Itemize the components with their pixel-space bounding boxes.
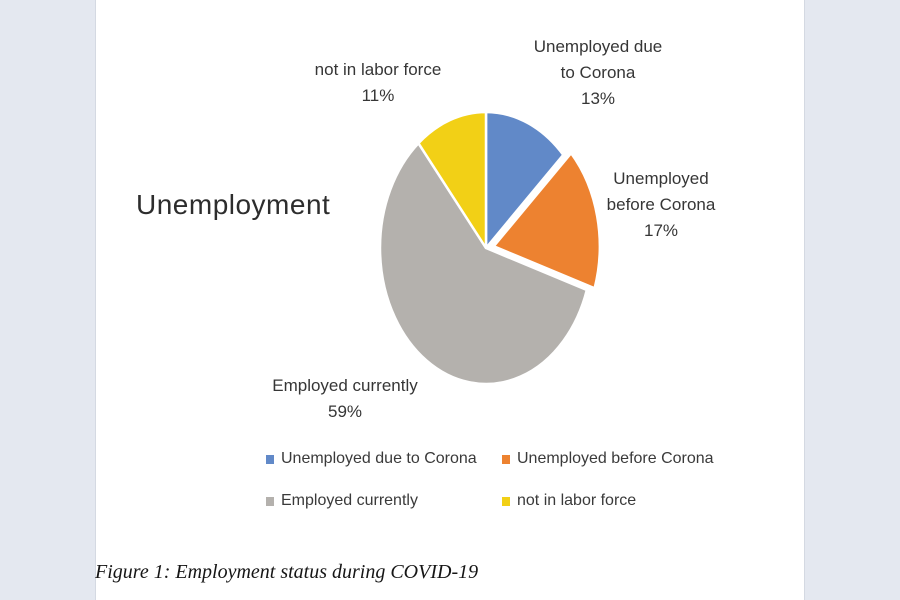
left-margin-band bbox=[0, 0, 96, 600]
pie-label-unemployed-before-corona: Unemployed before Corona 17% bbox=[561, 166, 761, 244]
pie-slice bbox=[417, 110, 488, 250]
pie-label-line: Employed currently bbox=[272, 376, 418, 395]
legend-swatch-yellow-icon bbox=[502, 497, 510, 506]
pie-label-percent: 13% bbox=[580, 89, 616, 108]
chart-title: Unemployment bbox=[136, 189, 331, 220]
pie-slice bbox=[378, 141, 589, 386]
pie-label-line: Unemployed due bbox=[533, 37, 663, 56]
pie-slice bbox=[484, 110, 565, 250]
pie-label-not-in-labor-force: not in labor force 11% bbox=[278, 57, 478, 109]
pie-label-line: to Corona bbox=[560, 63, 636, 82]
figure-caption: Figure 1: Employment status during COVID… bbox=[95, 561, 479, 583]
legend-swatch-blue-icon bbox=[266, 455, 274, 464]
legend-label: Unemployed before Corona bbox=[517, 450, 714, 467]
pie-label-unemployed-due-to-corona: Unemployed due to Corona 13% bbox=[498, 34, 698, 112]
legend-swatch-gray-icon bbox=[266, 497, 274, 506]
pie-label-line: Unemployed bbox=[613, 169, 709, 188]
pie-label-employed-currently: Employed currently 59% bbox=[245, 373, 445, 425]
pie-label-percent: 17% bbox=[643, 221, 679, 240]
legend-label: Unemployed due to Corona bbox=[281, 450, 477, 467]
pie-label-percent: 11% bbox=[361, 86, 395, 105]
legend-label: Employed currently bbox=[281, 492, 418, 509]
legend-swatch-orange-icon bbox=[502, 455, 510, 464]
legend-item-unemployed-due-to-corona: Unemployed due to Corona bbox=[266, 450, 477, 468]
pie-label-line: not in labor force bbox=[314, 60, 442, 79]
legend-item-unemployed-before-corona: Unemployed before Corona bbox=[502, 450, 714, 468]
pie-label-line: before Corona bbox=[606, 195, 716, 214]
legend-label: not in labor force bbox=[517, 492, 637, 509]
pie-label-percent: 59% bbox=[327, 402, 363, 421]
legend-item-employed-currently: Employed currently bbox=[266, 492, 418, 510]
right-margin-band bbox=[804, 0, 900, 600]
legend-item-not-in-labor-force: not in labor force bbox=[502, 492, 636, 510]
